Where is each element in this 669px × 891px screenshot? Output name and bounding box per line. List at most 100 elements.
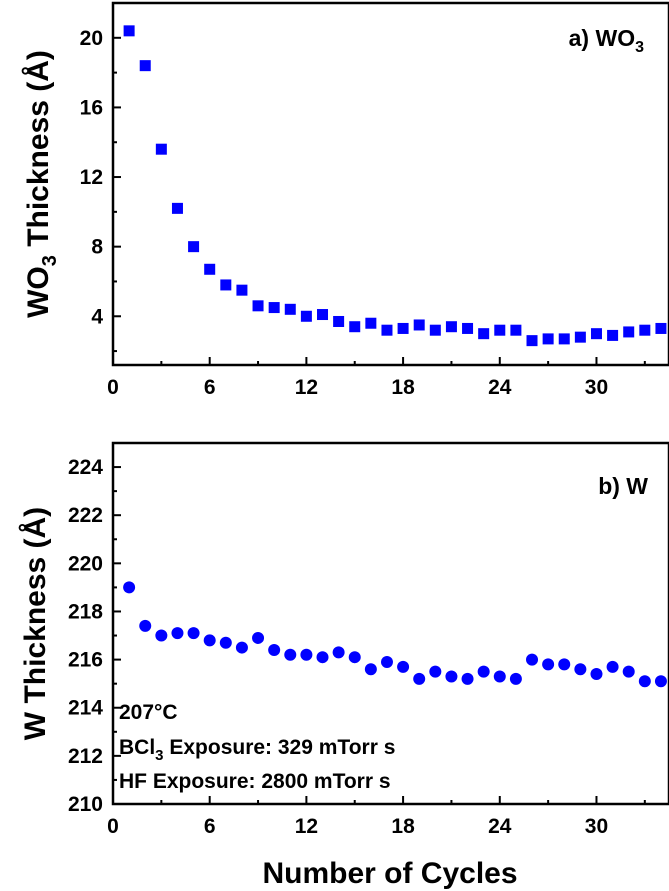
panel-a-y-axis-title: WO3 Thickness (Å) [22, 50, 61, 318]
panel-a-plot-frame [111, 1, 669, 367]
y-tick-label: 224 [68, 456, 103, 479]
panel-a-wo3-thickness: 0 6 12 18 24 30 4 8 12 16 20 a) WO3 WO3 Thickness … [22, 1, 669, 399]
x-tick-label: 12 [295, 376, 318, 399]
panel-b-y-axis-title: W Thickness (Å) [19, 507, 52, 740]
data-point [574, 331, 586, 343]
data-point [526, 653, 539, 666]
x-tick-label: 30 [585, 815, 608, 838]
data-point [509, 672, 522, 685]
data-point [316, 651, 329, 664]
data-point [317, 309, 329, 321]
data-point [284, 648, 297, 661]
panel-b-data-points [123, 581, 667, 688]
data-point [380, 656, 393, 669]
data-point [607, 329, 619, 341]
data-point [558, 658, 571, 671]
data-point [332, 646, 345, 659]
y-tick-label: 216 [68, 649, 103, 672]
data-point [558, 333, 570, 345]
data-point [397, 322, 409, 334]
data-point [542, 658, 555, 671]
data-point [155, 629, 168, 642]
y-tick-label: 4 [91, 305, 103, 328]
data-point [204, 263, 216, 275]
data-point [235, 641, 248, 654]
data-point [188, 241, 200, 253]
y-tick-label: 20 [80, 27, 103, 50]
data-point [252, 300, 264, 312]
data-point [574, 663, 587, 676]
x-tick-label: 24 [488, 376, 512, 399]
data-point [397, 660, 410, 673]
data-point [139, 60, 151, 72]
data-point [510, 324, 522, 336]
data-point [381, 324, 393, 336]
x-tick-label: 12 [295, 815, 318, 838]
data-point [638, 675, 651, 688]
data-point [429, 665, 442, 678]
data-point [461, 672, 474, 685]
panel-a-data-points [123, 25, 667, 347]
annotation-temperature: 207°C [119, 701, 178, 724]
data-point [655, 322, 667, 334]
data-point [139, 619, 152, 632]
panel-a-label: a) WO3 [569, 25, 644, 56]
x-tick-label: 30 [585, 376, 608, 399]
data-point [268, 302, 280, 314]
data-point [445, 670, 458, 683]
data-point [268, 643, 281, 656]
data-point [155, 143, 167, 155]
y-tick-label: 212 [68, 745, 103, 768]
annotation-hf-exposure: HF Exposure: 2800 mTorr s [119, 770, 391, 793]
x-tick-label: 24 [488, 815, 512, 838]
x-tick-label: 0 [107, 376, 119, 399]
panel-b-ticks: 0 6 12 18 24 30 210 212 214 216 218 220 222 224 [68, 456, 646, 838]
data-point [639, 324, 651, 336]
y-tick-label: 220 [68, 552, 103, 575]
data-point [493, 670, 506, 683]
data-point [622, 665, 635, 678]
data-point [445, 321, 457, 333]
x-tick-label: 18 [391, 815, 415, 838]
data-point [123, 581, 136, 594]
data-point [203, 634, 216, 647]
data-point [171, 202, 183, 214]
panel-a-ticks: 0 6 12 18 24 30 4 8 12 16 20 [80, 27, 646, 399]
y-tick-label: 218 [68, 600, 103, 623]
data-point [542, 333, 554, 345]
data-point [478, 328, 490, 340]
panel-b-label: b) W [598, 473, 648, 499]
x-tick-label: 18 [391, 376, 415, 399]
y-tick-label: 214 [68, 697, 103, 720]
data-point [413, 672, 426, 685]
y-tick-label: 16 [80, 96, 103, 119]
data-point [364, 663, 377, 676]
data-point [365, 317, 377, 329]
data-point [590, 668, 603, 681]
data-point [349, 321, 361, 333]
y-tick-label: 8 [91, 236, 103, 259]
x-tick-label: 6 [204, 815, 216, 838]
data-point [220, 279, 232, 291]
data-point [171, 627, 184, 640]
x-tick-label: 6 [204, 376, 216, 399]
x-tick-label: 0 [107, 815, 119, 838]
data-point [623, 326, 635, 338]
data-point [654, 675, 667, 688]
data-point [219, 636, 232, 649]
panel-b-plot-frame [111, 441, 669, 806]
data-point [123, 25, 135, 37]
y-tick-label: 210 [68, 793, 103, 816]
y-tick-label: 12 [80, 166, 103, 189]
data-point [526, 335, 538, 347]
data-point [348, 651, 361, 664]
data-point [494, 324, 506, 336]
data-point [590, 328, 602, 340]
annotation-bcl3-exposure: BCl3 Exposure: 329 mTorr s [119, 736, 395, 764]
data-point [300, 648, 313, 661]
data-point [477, 665, 490, 678]
data-point [252, 631, 265, 644]
data-point [429, 324, 441, 336]
